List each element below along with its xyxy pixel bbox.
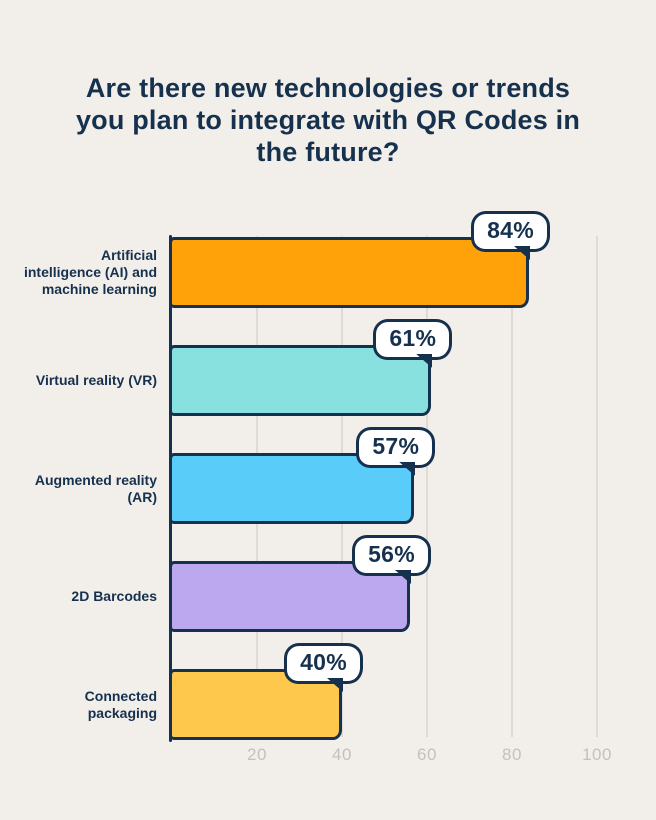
category-label-line: Virtual reality (VR) [35,372,157,388]
category-label-line: Artificial [100,247,157,263]
x-tick-label: 20 [247,745,267,764]
value-badge: 57% [356,427,436,476]
category-label: Connected packaging [0,669,157,740]
chart-title: Are there new technologies or trends you … [48,72,608,168]
value-badge-text: 56% [368,541,415,567]
category-label-line: machine learning [41,281,157,297]
category-label: Virtual reality (VR) [0,345,157,416]
value-badge: 40% [284,643,363,692]
x-tick-label: 40 [332,745,352,764]
category-label: 2D Barcodes [0,561,157,632]
chart-title-line: you plan to integrate with QR Codes in [75,105,581,136]
value-badge: 61% [373,319,453,368]
bar-row: Augmented reality (AR) 57% [0,427,656,524]
value-badge-text: 40% [300,649,347,675]
category-label: Augmented reality (AR) [0,453,157,524]
chart-title-line: Are there new technologies or trends [85,73,571,104]
value-badge-text: 84% [487,217,534,243]
gridline-60 [426,236,428,737]
bar-row: Artificial intelligence (AI) and machine l… [0,211,656,308]
value-badge-text: 57% [372,433,420,459]
category-label-line: Augmented reality [34,471,157,488]
gridline-80 [511,236,513,737]
category-label-line: 2D Barcodes [71,588,157,604]
bar-row: Virtual reality (VR) 61% [0,319,656,416]
category-label-line: Connected [84,687,157,704]
x-tick-label: 60 [417,745,437,764]
category-label: Artificial intelligence (AI) and machine l… [0,237,157,308]
gridline-100 [596,236,598,737]
bar-row: 2D Barcodes 56% [0,535,656,632]
value-badge: 84% [471,211,550,260]
bar [169,237,529,308]
chart-title-line: the future? [256,137,400,168]
value-badge: 56% [352,535,431,584]
x-tick-label: 80 [502,745,522,764]
category-label-line: intelligence (AI) and [23,264,157,280]
value-badge-text: 61% [389,325,437,351]
bar-row: Connected packaging 40% [0,643,656,740]
category-label-line: packaging [87,704,157,721]
x-tick-label: 100 [582,745,612,764]
category-label-line: (AR) [127,488,157,505]
